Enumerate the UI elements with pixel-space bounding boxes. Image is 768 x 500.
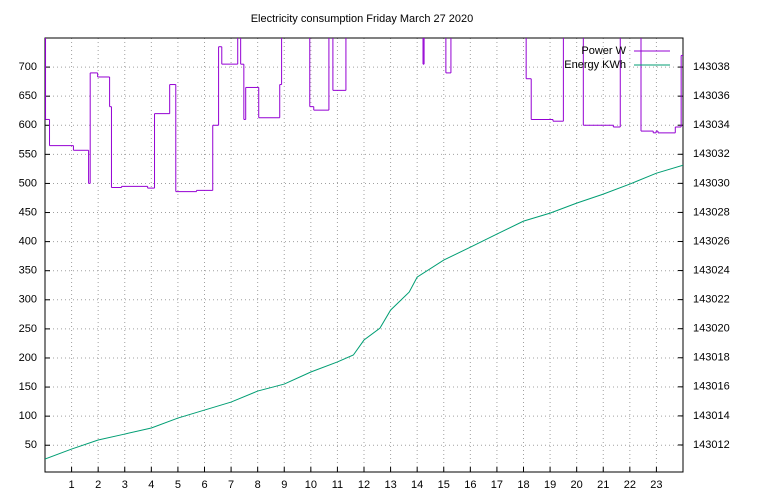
y2-tick-label: 143038: [693, 61, 730, 73]
y2-tick-label: 143012: [693, 439, 730, 451]
y-tick-label: 450: [19, 206, 37, 218]
y2-tick-label: 143020: [693, 323, 730, 335]
y-tick-label: 50: [25, 439, 37, 451]
y-tick-label: 100: [19, 410, 37, 422]
x-tick-label: 8: [255, 479, 261, 491]
x-tick-label: 13: [384, 479, 396, 491]
x-tick-label: 10: [305, 479, 317, 491]
x-tick-label: 23: [650, 479, 662, 491]
y-tick-label: 300: [19, 294, 37, 306]
x-tick-label: 17: [491, 479, 503, 491]
y-tick-label: 500: [19, 177, 37, 189]
plot-border: [44, 37, 684, 473]
y2-tick-label: 143028: [693, 206, 730, 218]
y-tick-label: 650: [19, 90, 37, 102]
y2-tick-label: 143036: [693, 90, 730, 102]
x-tick-label: 7: [228, 479, 234, 491]
y2-tick-label: 143014: [693, 410, 730, 422]
x-tick-label: 14: [411, 479, 423, 491]
chart-title: Electricity consumption Friday March 27 …: [251, 13, 474, 25]
x-tick-label: 21: [597, 479, 609, 491]
legend-label: Power W: [581, 45, 626, 57]
x-tick-label: 6: [201, 479, 207, 491]
x-tick-label: 9: [281, 479, 287, 491]
y2-tick-label: 143022: [693, 294, 730, 306]
x-tick-label: 1: [69, 479, 75, 491]
x-tick-label: 22: [624, 479, 636, 491]
y-tick-label: 150: [19, 381, 37, 393]
x-tick-label: 15: [438, 479, 450, 491]
y2-tick-label: 143034: [693, 119, 730, 131]
y2-tick-label: 143030: [693, 177, 730, 189]
legend-label: Energy KWh: [564, 59, 626, 71]
x-tick-label: 3: [122, 479, 128, 491]
x-tick-label: 16: [464, 479, 476, 491]
y2-tick-label: 143018: [693, 352, 730, 364]
x-tick-label: 5: [175, 479, 181, 491]
y-tick-label: 700: [19, 61, 37, 73]
x-tick-label: 11: [332, 479, 343, 491]
y2-tick-label: 143024: [693, 264, 730, 276]
y-tick-label: 350: [19, 265, 37, 277]
x-tick-label: 2: [95, 479, 101, 491]
y2-tick-label: 143016: [693, 381, 730, 393]
x-tick-label: 12: [358, 479, 370, 491]
x-tick-label: 18: [517, 479, 529, 491]
y2-tick-label: 143026: [693, 235, 730, 247]
x-tick-label: 20: [571, 479, 583, 491]
y-tick-label: 400: [19, 236, 37, 248]
y-tick-label: 600: [19, 119, 37, 131]
plot-area: [45, 38, 683, 460]
y2-tick-label: 143032: [693, 148, 730, 160]
line-series: [45, 164, 683, 460]
x-tick-label: 4: [148, 479, 154, 491]
x-tick-label: 19: [544, 479, 556, 491]
y-tick-label: 200: [19, 352, 37, 364]
y-tick-label: 250: [19, 323, 37, 335]
y-tick-label: 550: [19, 148, 37, 160]
